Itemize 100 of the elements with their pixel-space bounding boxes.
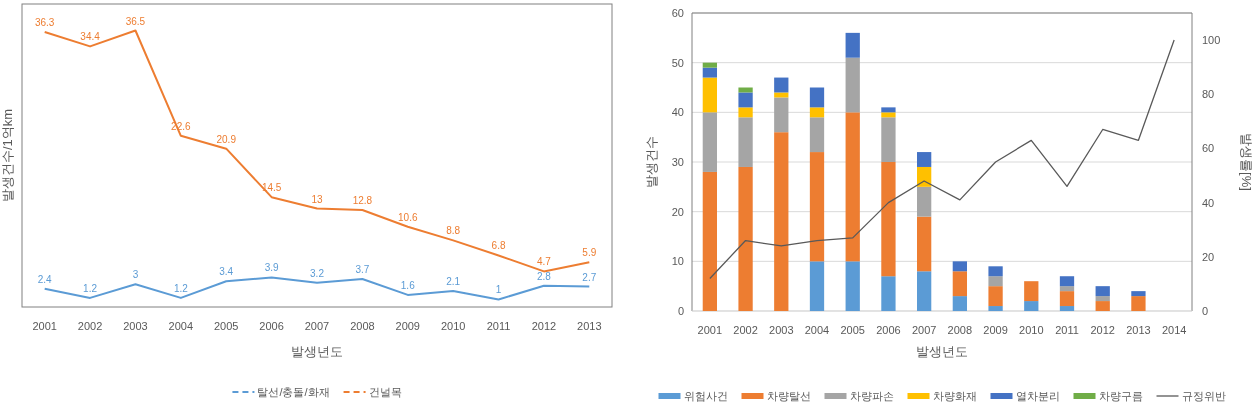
x-tick-label: 2008 bbox=[947, 324, 973, 336]
bar bbox=[774, 132, 789, 311]
x-axis-title: 발생년도 bbox=[916, 344, 968, 359]
bar bbox=[1059, 306, 1075, 311]
y2-tick-label: 0 bbox=[1202, 305, 1209, 317]
data-label: 20.9 bbox=[216, 133, 237, 145]
x-tick-label: 2007 bbox=[911, 324, 937, 336]
bar bbox=[845, 112, 860, 262]
bar bbox=[774, 92, 789, 98]
data-label: 3 bbox=[132, 269, 139, 281]
x-tick-label: 2003 bbox=[123, 320, 148, 332]
bar bbox=[702, 67, 717, 78]
bar bbox=[917, 166, 932, 187]
bar bbox=[1059, 286, 1075, 292]
data-label: 2.7 bbox=[582, 271, 597, 283]
bar bbox=[845, 32, 860, 58]
x-tick-label: 2006 bbox=[876, 324, 901, 336]
x-tick-label: 2011 bbox=[1055, 324, 1079, 336]
x-tick-label: 2004 bbox=[168, 320, 194, 332]
legend-label: 열차분리 bbox=[1015, 390, 1060, 402]
data-label: 1 bbox=[495, 284, 502, 296]
y-tick-label: 20 bbox=[671, 205, 684, 218]
x-tick-label: 2013 bbox=[577, 320, 602, 332]
bar bbox=[881, 162, 896, 277]
y2-axis-title: 발생률[%] bbox=[1239, 133, 1252, 191]
bar bbox=[881, 117, 896, 162]
y-tick-label: 40 bbox=[671, 106, 684, 119]
bar bbox=[952, 271, 967, 297]
bar bbox=[881, 112, 896, 118]
bar bbox=[917, 152, 932, 167]
bar bbox=[1059, 291, 1075, 307]
data-label: 4.7 bbox=[536, 256, 552, 268]
data-label: 34.4 bbox=[80, 31, 101, 43]
x-tick-label: 2001 bbox=[697, 324, 723, 336]
bar bbox=[952, 261, 967, 272]
bar bbox=[1024, 281, 1039, 302]
y2-tick-label: 80 bbox=[1202, 88, 1215, 101]
legend-label: 위험사건 bbox=[683, 390, 728, 402]
bar bbox=[702, 62, 717, 68]
y2-tick-label: 100 bbox=[1202, 34, 1221, 47]
data-label: 2.1 bbox=[446, 276, 461, 288]
legend-label: 차량탈선 bbox=[766, 390, 811, 402]
line-series bbox=[709, 39, 1175, 280]
data-label: 3.4 bbox=[219, 266, 234, 278]
bar bbox=[702, 77, 717, 113]
bar bbox=[738, 117, 753, 167]
bar bbox=[702, 171, 717, 311]
data-label: 3.2 bbox=[310, 267, 325, 279]
bar bbox=[845, 261, 860, 311]
legend-label: 차량화재 bbox=[932, 390, 977, 402]
legend-label: 건널목 bbox=[368, 386, 402, 398]
bar bbox=[917, 271, 932, 311]
x-tick-label: 2004 bbox=[804, 324, 830, 336]
bar bbox=[1024, 301, 1039, 311]
data-label: 3.7 bbox=[355, 263, 370, 275]
bar bbox=[1095, 301, 1110, 311]
x-tick-label: 2012 bbox=[1090, 324, 1115, 336]
bar bbox=[809, 107, 825, 118]
bar bbox=[1131, 296, 1146, 311]
legend-label: 규정위반 bbox=[1181, 390, 1226, 402]
x-tick-label: 2001 bbox=[32, 320, 57, 332]
bar bbox=[988, 286, 1003, 307]
x-tick-label: 2013 bbox=[1126, 324, 1151, 336]
x-tick-label: 2005 bbox=[213, 320, 239, 332]
data-label: 3.9 bbox=[264, 262, 279, 274]
bar bbox=[738, 92, 753, 108]
bar bbox=[988, 306, 1003, 311]
bar bbox=[1095, 296, 1110, 302]
y2-tick-label: 20 bbox=[1202, 250, 1215, 263]
data-label: 5.9 bbox=[582, 247, 597, 259]
y-axis-title: 발생건수/1억km bbox=[0, 108, 15, 203]
bar bbox=[845, 57, 860, 113]
x-tick-label: 2011 bbox=[486, 320, 511, 332]
x-tick-label: 2012 bbox=[531, 320, 557, 332]
x-tick-label: 2005 bbox=[840, 324, 865, 336]
legend-label: 차량파손 bbox=[849, 390, 894, 402]
y-tick-label: 50 bbox=[671, 56, 684, 69]
bar bbox=[917, 186, 932, 217]
x-tick-label: 2003 bbox=[769, 324, 794, 336]
data-label: 13 bbox=[311, 193, 323, 205]
bar bbox=[702, 112, 717, 172]
bar bbox=[738, 107, 753, 118]
x-axis-title: 발생년도 bbox=[291, 344, 343, 359]
x-tick-label: 2014 bbox=[1161, 324, 1187, 336]
x-tick-label: 2002 bbox=[733, 324, 758, 336]
y-axis-title: 발생건수 bbox=[644, 136, 659, 188]
data-label: 36.5 bbox=[125, 15, 146, 27]
data-label: 2.8 bbox=[536, 270, 552, 282]
data-label: 10.6 bbox=[398, 211, 418, 223]
bar bbox=[809, 117, 825, 153]
bar bbox=[809, 152, 825, 262]
x-tick-label: 2010 bbox=[440, 320, 466, 332]
x-tick-label: 2010 bbox=[1019, 324, 1044, 336]
data-label: 36.3 bbox=[34, 17, 55, 29]
legend-label: 탈선/충돌/화재 bbox=[257, 386, 330, 398]
bar bbox=[809, 87, 825, 108]
bar bbox=[881, 107, 896, 113]
data-label: 1.6 bbox=[400, 279, 416, 291]
bar bbox=[774, 97, 789, 133]
x-tick-label: 2006 bbox=[259, 320, 284, 332]
